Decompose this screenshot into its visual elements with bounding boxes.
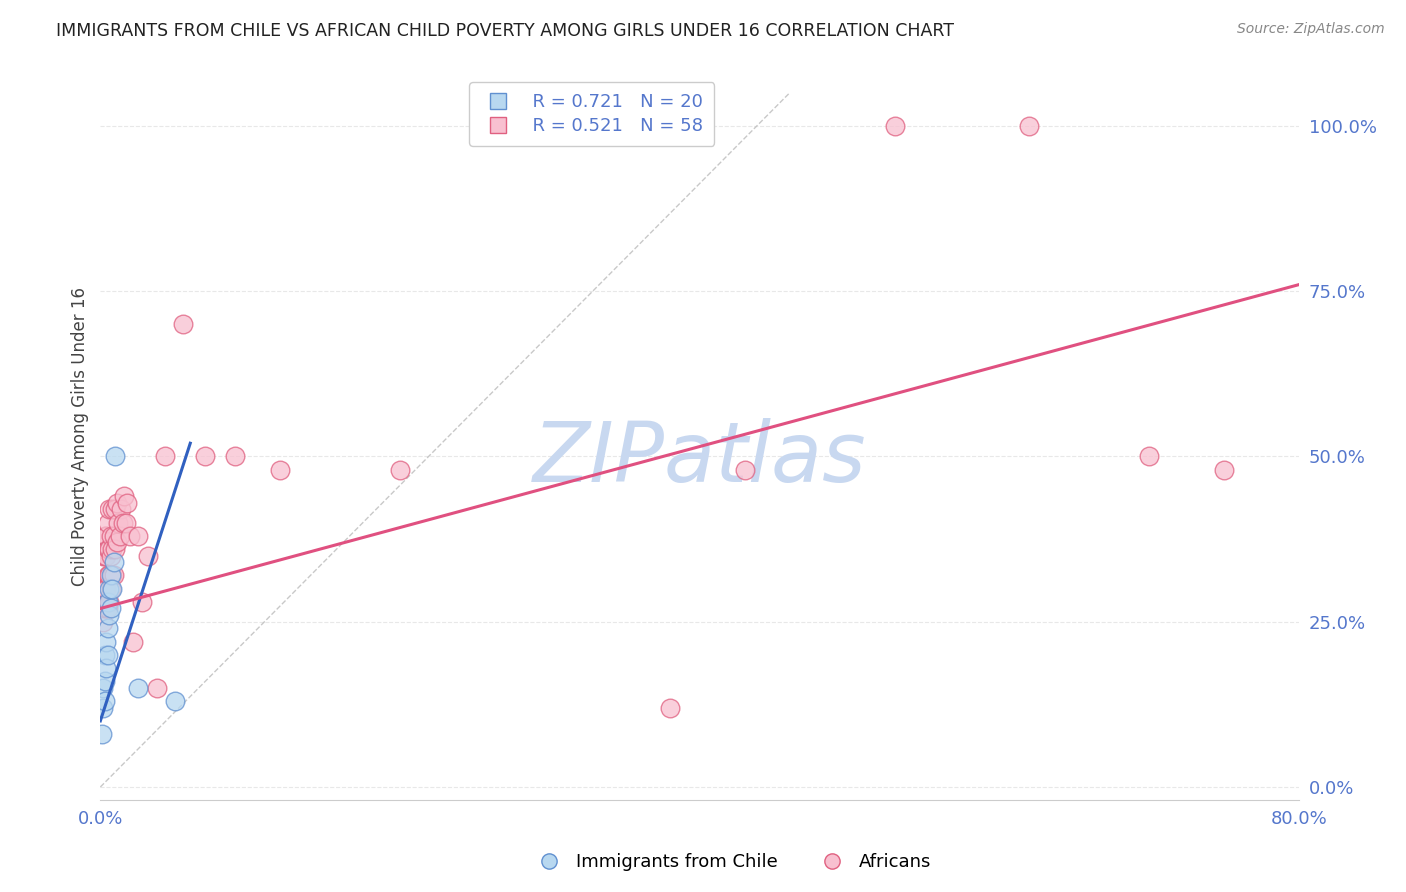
Point [136, 549, 159, 563]
Point [94, 694, 117, 708]
Point [1018, 119, 1040, 133]
Point [734, 463, 756, 477]
Point [101, 568, 124, 582]
Point [98, 568, 121, 582]
Point [98, 595, 121, 609]
Point [96, 582, 118, 596]
Point [105, 496, 128, 510]
Point [96, 634, 118, 648]
Point [98, 608, 121, 623]
Point [93, 681, 115, 695]
Point [94, 601, 117, 615]
Point [97, 595, 120, 609]
Point [100, 601, 122, 615]
Point [120, 529, 142, 543]
Point [94, 529, 117, 543]
Point [104, 450, 127, 464]
Legend: Immigrants from Chile, Africans: Immigrants from Chile, Africans [523, 847, 939, 879]
Point [100, 549, 122, 563]
Text: Source: ZipAtlas.com: Source: ZipAtlas.com [1237, 22, 1385, 37]
Point [96, 661, 118, 675]
Point [90, 727, 112, 741]
Point [93, 582, 115, 596]
Point [94, 549, 117, 563]
Point [96, 549, 118, 563]
Point [93, 700, 115, 714]
Point [104, 541, 127, 556]
Point [224, 450, 246, 464]
Point [165, 694, 187, 708]
Legend:   R = 0.721   N = 20,   R = 0.521   N = 58: R = 0.721 N = 20, R = 0.521 N = 58 [470, 82, 714, 146]
Point [117, 496, 139, 510]
Point [112, 489, 135, 503]
Point [97, 541, 120, 556]
Point [94, 582, 117, 596]
Point [105, 535, 128, 549]
Point [101, 502, 124, 516]
Point [104, 502, 127, 516]
Point [103, 555, 125, 569]
Point [97, 568, 120, 582]
Y-axis label: Child Poverty Among Girls Under 16: Child Poverty Among Girls Under 16 [72, 287, 89, 586]
Point [110, 502, 132, 516]
Point [90, 582, 112, 596]
Point [389, 463, 412, 477]
Point [97, 601, 120, 615]
Point [111, 516, 134, 530]
Point [146, 681, 169, 695]
Point [97, 621, 120, 635]
Point [658, 700, 681, 714]
Text: IMMIGRANTS FROM CHILE VS AFRICAN CHILD POVERTY AMONG GIRLS UNDER 16 CORRELATION : IMMIGRANTS FROM CHILE VS AFRICAN CHILD P… [56, 22, 955, 40]
Point [114, 516, 136, 530]
Point [101, 582, 124, 596]
Point [883, 119, 905, 133]
Point [97, 516, 120, 530]
Point [96, 529, 118, 543]
Point [100, 568, 122, 582]
Point [97, 648, 120, 662]
Point [122, 634, 145, 648]
Point [127, 529, 149, 543]
Point [94, 648, 117, 662]
Point [1137, 450, 1160, 464]
Point [98, 582, 121, 596]
Point [1213, 463, 1236, 477]
Point [101, 541, 124, 556]
Point [100, 529, 122, 543]
Point [194, 450, 217, 464]
Point [98, 502, 121, 516]
Point [103, 568, 125, 582]
Point [90, 601, 112, 615]
Point [103, 529, 125, 543]
Point [107, 516, 129, 530]
Point [172, 317, 194, 331]
Point [127, 681, 149, 695]
Point [94, 674, 117, 689]
Point [96, 601, 118, 615]
Point [108, 529, 131, 543]
Point [93, 549, 115, 563]
Text: ZIPatlas: ZIPatlas [533, 418, 866, 499]
Point [93, 615, 115, 629]
Point [153, 450, 176, 464]
Point [131, 595, 153, 609]
Point [100, 582, 122, 596]
Point [269, 463, 291, 477]
Point [98, 541, 121, 556]
